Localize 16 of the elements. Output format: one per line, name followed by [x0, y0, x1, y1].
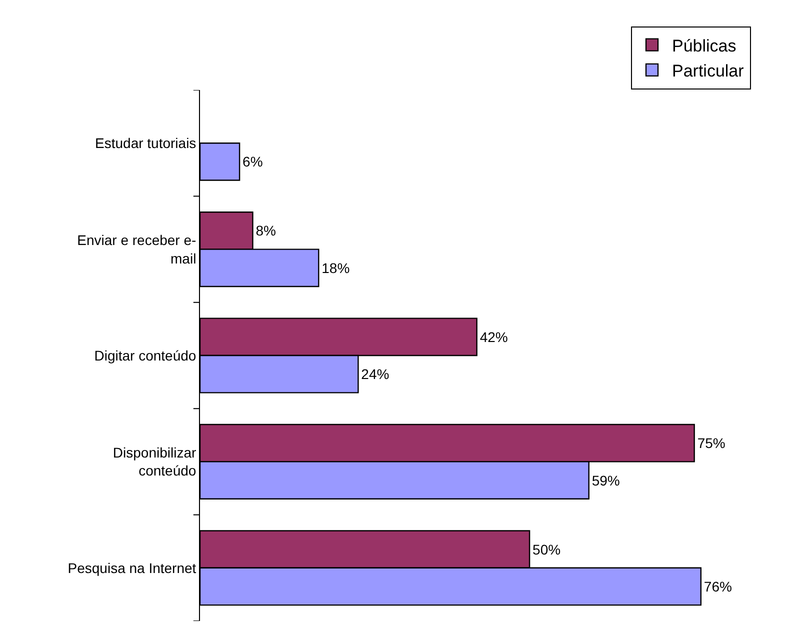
legend-label: Particular: [672, 62, 744, 81]
y-tick-label: Disponibilizar conteúdo: [112, 444, 197, 479]
legend-label: Públicas: [672, 36, 736, 56]
data-label: 75%: [697, 435, 726, 452]
y-tick-label: Enviar e receber e-mail: [77, 232, 197, 266]
data-label: 6%: [242, 154, 263, 170]
data-label: 42%: [480, 328, 508, 345]
y-tick-label: Estudar tutoriais: [95, 135, 196, 151]
y-tick-label: Digitar conteúdo: [94, 347, 196, 364]
data-label: 24%: [361, 366, 390, 382]
y-tick-label: Pesquisa na Internet: [68, 560, 196, 576]
data-label: 59%: [592, 472, 620, 488]
data-label: 50%: [532, 541, 561, 558]
data-label: 8%: [256, 222, 276, 239]
data-label: 18%: [322, 260, 350, 276]
data-label: 76%: [704, 578, 732, 594]
